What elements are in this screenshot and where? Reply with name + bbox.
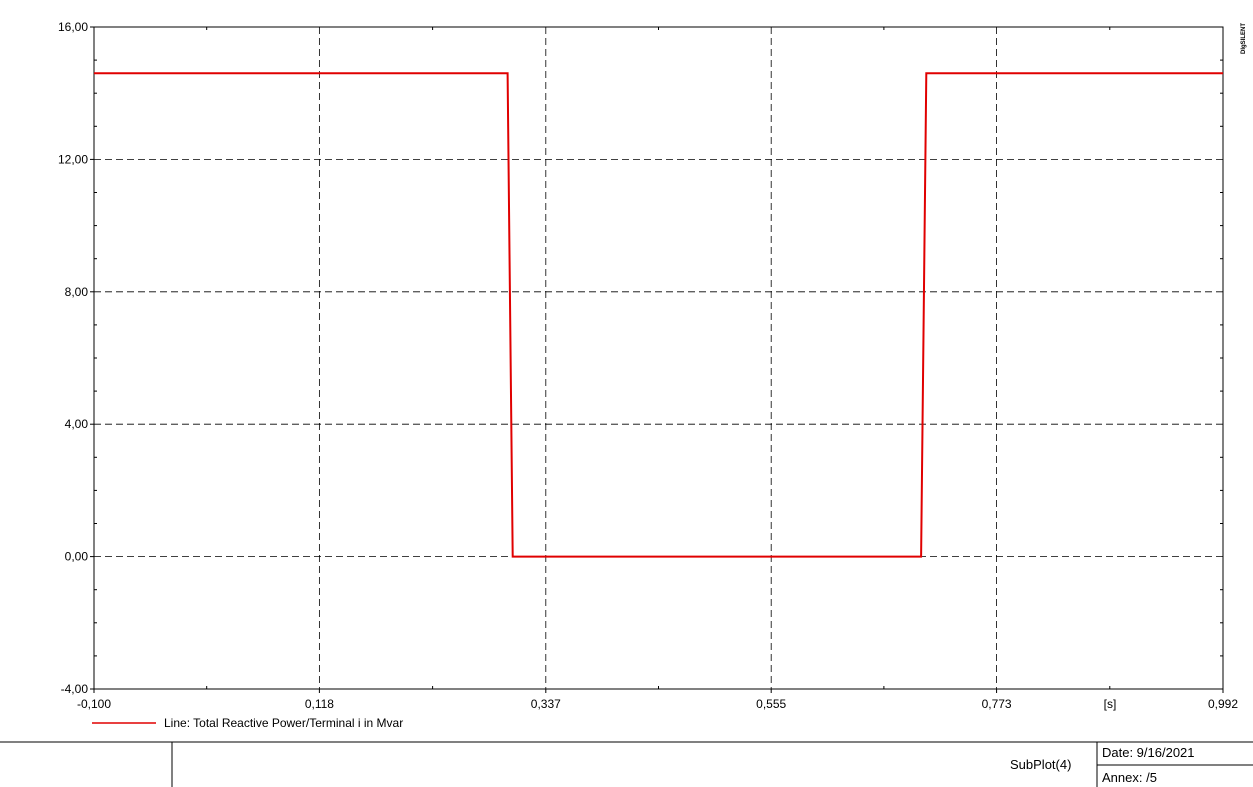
x-tick-label: 0,992 <box>1208 697 1238 711</box>
y-tick-label: 16,00 <box>58 20 88 34</box>
footer-frame <box>0 741 1253 787</box>
legend-label: Line: Total Reactive Power/Terminal i in… <box>164 716 403 730</box>
grid <box>94 27 1223 689</box>
x-tick-labels: -0,100 0,118 0,337 0,555 0,773 0,992 <box>77 697 1238 711</box>
x-axis-unit: [s] <box>1104 697 1117 711</box>
x-tick-label: 0,337 <box>531 697 561 711</box>
date-label: Date: 9/16/2021 <box>1102 745 1195 760</box>
subplot-label: SubPlot(4) <box>1010 757 1072 772</box>
series <box>94 72 1223 558</box>
legend: Line: Total Reactive Power/Terminal i in… <box>92 716 403 730</box>
minor-ticks <box>90 26 1224 693</box>
x-tick-label: -0,100 <box>77 697 111 711</box>
brand-logo: DIgSILENT <box>1241 23 1247 54</box>
plot-frame <box>93 26 1224 690</box>
x-tick-label: 0,555 <box>756 697 786 711</box>
y-tick-label: -4,00 <box>61 682 89 696</box>
annex-label: Annex: /5 <box>1102 770 1157 785</box>
y-tick-label: 8,00 <box>65 285 89 299</box>
series-line <box>94 72 1223 558</box>
y-tick-label: 12,00 <box>58 152 88 166</box>
y-tick-labels: 16,00 12,00 8,00 4,00 0,00 -4,00 <box>58 20 88 696</box>
y-tick-label: 4,00 <box>65 417 89 431</box>
x-tick-label: 0,773 <box>982 697 1012 711</box>
x-tick-label: 0,118 <box>305 697 334 711</box>
y-tick-label: 0,00 <box>65 550 89 564</box>
